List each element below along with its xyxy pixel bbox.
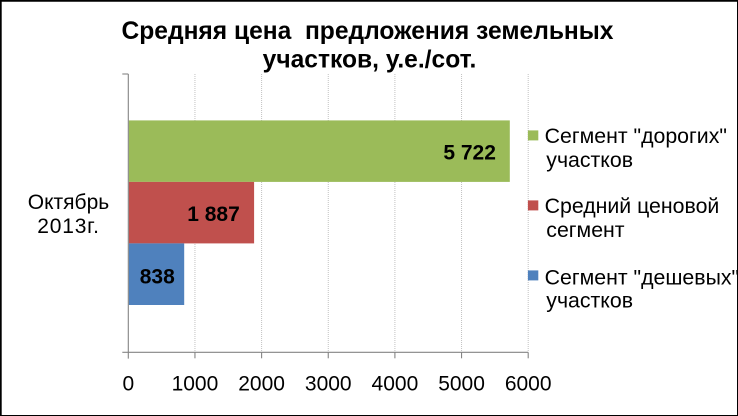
- svg-text:6000: 6000: [505, 373, 552, 396]
- svg-text:участков, у.е./сот.: участков, у.е./сот.: [263, 47, 477, 74]
- svg-text:4000: 4000: [372, 373, 419, 396]
- svg-text:5 722: 5 722: [443, 141, 496, 164]
- svg-text:участков: участков: [546, 148, 633, 172]
- svg-text:сегмент: сегмент: [546, 218, 625, 242]
- svg-text:1000: 1000: [172, 373, 219, 396]
- svg-text:838: 838: [140, 266, 175, 289]
- svg-text:Средняя цена предложения земе: Средняя цена предложения земельных: [122, 18, 614, 45]
- svg-text:2013г.: 2013г.: [37, 215, 99, 238]
- svg-text:0: 0: [122, 373, 134, 396]
- svg-text:Средний ценовой: Средний ценовой: [545, 194, 720, 218]
- svg-text:2000: 2000: [238, 373, 285, 396]
- svg-text:5000: 5000: [438, 373, 485, 396]
- svg-text:Сегмент "дешевых": Сегмент "дешевых": [545, 266, 738, 290]
- svg-text:участков: участков: [546, 289, 633, 313]
- svg-text:Сегмент "дорогих": Сегмент "дорогих": [545, 124, 727, 148]
- svg-text:1 887: 1 887: [187, 203, 240, 226]
- svg-text:Октябрь: Октябрь: [28, 191, 109, 214]
- svg-text:3000: 3000: [305, 373, 352, 396]
